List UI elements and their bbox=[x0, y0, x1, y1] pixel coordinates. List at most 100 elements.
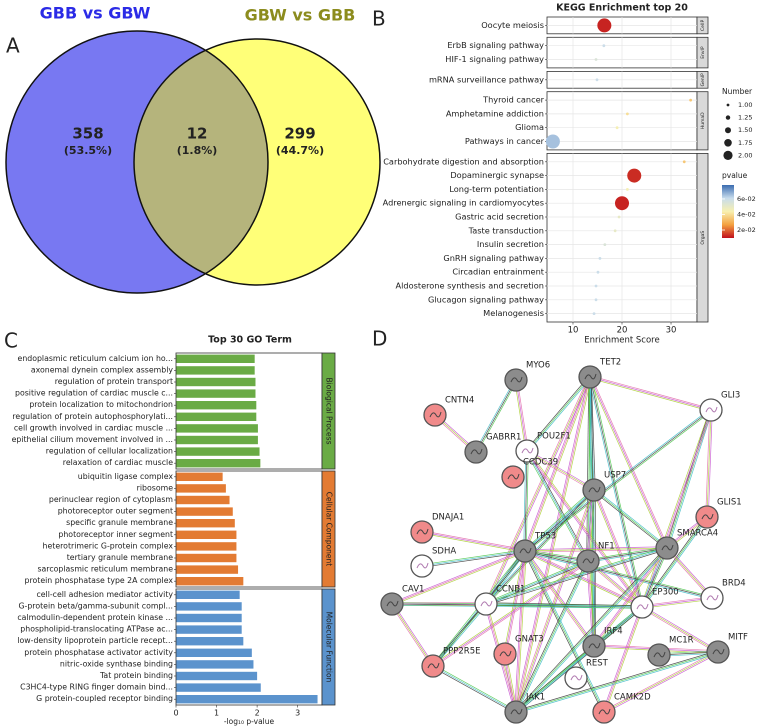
edge bbox=[503, 550, 525, 654]
x-tick-label: 1 bbox=[214, 709, 219, 718]
x-tick-label: 20 bbox=[617, 326, 628, 336]
y-tick-label: Amphetamine addiction bbox=[446, 108, 544, 118]
edge bbox=[525, 550, 596, 646]
edge bbox=[588, 377, 667, 549]
edge bbox=[589, 376, 668, 549]
bar bbox=[176, 683, 261, 692]
node bbox=[504, 700, 528, 724]
facet-label: HumaD bbox=[700, 112, 706, 129]
node-label: TET2 bbox=[599, 358, 621, 368]
facet-label: EnvIP bbox=[700, 46, 706, 59]
colorbar-label: 2e-02 bbox=[737, 226, 756, 234]
legend-label: 1.25 bbox=[738, 114, 752, 122]
edge bbox=[642, 598, 713, 609]
edge bbox=[590, 375, 712, 410]
edge bbox=[485, 604, 642, 609]
edge bbox=[588, 377, 642, 608]
edge bbox=[525, 549, 713, 598]
node bbox=[582, 634, 606, 658]
y-tick-label: nitric-oxide synthase binding bbox=[60, 659, 173, 668]
legend-label: 2.00 bbox=[738, 151, 752, 159]
node-label: GLIS1 bbox=[717, 498, 742, 508]
node bbox=[706, 640, 730, 664]
node-icon bbox=[429, 411, 442, 418]
edge bbox=[422, 530, 526, 551]
edge bbox=[523, 488, 594, 551]
node-label: DNAJA1 bbox=[432, 513, 464, 523]
y-tick-label: Insulin secretion bbox=[477, 239, 544, 249]
edge bbox=[525, 410, 712, 553]
node-label: MYO6 bbox=[526, 361, 550, 371]
legend-title: pvalue bbox=[722, 171, 748, 180]
node bbox=[576, 549, 600, 573]
node-icon bbox=[521, 447, 534, 454]
region-count: 12 bbox=[187, 125, 208, 143]
y-tick-label: regulation of protein transport bbox=[55, 377, 173, 386]
edge bbox=[603, 606, 643, 713]
edge bbox=[526, 451, 594, 492]
edge bbox=[484, 488, 594, 604]
node bbox=[515, 439, 539, 463]
bar bbox=[176, 542, 237, 551]
y-tick-label: Thyroid cancer bbox=[482, 95, 545, 105]
bar bbox=[176, 447, 260, 456]
edge bbox=[590, 376, 644, 607]
node bbox=[501, 465, 525, 489]
bar bbox=[176, 625, 242, 634]
edge bbox=[642, 517, 709, 608]
node bbox=[513, 539, 537, 563]
facet-strip bbox=[696, 91, 709, 151]
node-label: CAMK2D bbox=[614, 693, 651, 703]
edge bbox=[525, 550, 606, 712]
set-title: GBB vs GBW bbox=[40, 4, 151, 23]
edge bbox=[593, 489, 643, 608]
region-count: 299 bbox=[284, 125, 315, 143]
bar bbox=[176, 484, 226, 493]
edge bbox=[392, 551, 526, 606]
y-tick-label: protein localization to mitochondrion bbox=[29, 400, 173, 409]
bar bbox=[176, 613, 242, 623]
bar bbox=[176, 695, 318, 704]
edge bbox=[514, 380, 527, 452]
edge bbox=[433, 604, 488, 668]
node bbox=[647, 643, 671, 667]
edge bbox=[486, 377, 592, 605]
facet-label: Cellular Component bbox=[325, 492, 334, 567]
node-label: NF1 bbox=[598, 542, 615, 552]
edge bbox=[642, 410, 713, 608]
node bbox=[380, 592, 404, 616]
edge bbox=[524, 550, 713, 599]
y-tick-label: cell growth involved in cardiac muscle .… bbox=[14, 423, 173, 432]
panel-label: B bbox=[372, 7, 386, 31]
y-tick-label: specific granule membrane bbox=[66, 518, 173, 527]
dot bbox=[625, 112, 629, 116]
edge bbox=[603, 650, 718, 712]
edge bbox=[705, 409, 711, 517]
bar bbox=[176, 495, 230, 505]
dot bbox=[594, 58, 598, 61]
dot bbox=[596, 270, 600, 274]
edge bbox=[515, 650, 718, 712]
y-tick-label: Carbohydrate digestion and absorption bbox=[383, 156, 544, 166]
bar bbox=[176, 412, 257, 421]
colorbar-label: 6e-02 bbox=[737, 195, 756, 203]
chart-title: Top 30 GO Term bbox=[208, 335, 292, 346]
node-icon bbox=[416, 562, 429, 569]
edge bbox=[505, 551, 527, 655]
edge bbox=[486, 490, 596, 606]
edge bbox=[641, 516, 708, 608]
edge bbox=[524, 376, 591, 552]
edge bbox=[514, 644, 594, 712]
y-tick-label: Pathways in cancer bbox=[465, 136, 545, 146]
edge bbox=[602, 606, 642, 712]
y-tick-label: Glucagon signaling pathway bbox=[428, 294, 544, 304]
node-label: CNTN4 bbox=[445, 396, 474, 406]
node bbox=[578, 365, 602, 389]
node-label: CCNB1 bbox=[496, 585, 525, 595]
edge bbox=[516, 548, 669, 714]
node-label: GNAT3 bbox=[515, 635, 544, 645]
y-tick-label: Glioma bbox=[515, 122, 544, 132]
edge bbox=[516, 490, 596, 713]
node-icon bbox=[570, 674, 583, 681]
